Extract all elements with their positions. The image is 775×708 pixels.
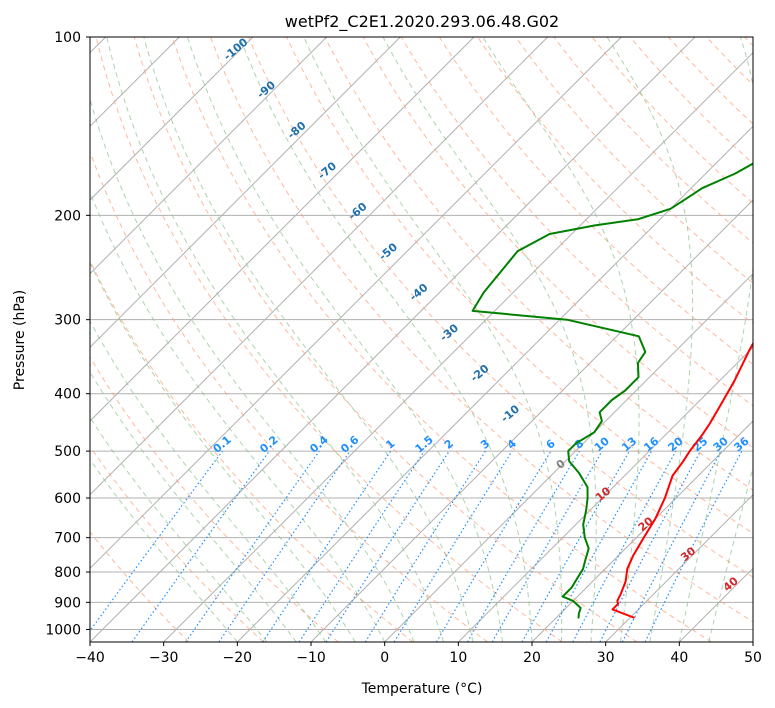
dry-adiabat-line xyxy=(90,531,190,642)
mixing-ratio-line xyxy=(521,450,631,642)
dry-adiabat-line xyxy=(95,37,563,642)
mixing-ratio-line xyxy=(298,450,425,642)
mixing-ratio-line xyxy=(393,450,513,642)
y-tick-label: 800 xyxy=(54,565,81,581)
x-tick-label: 0 xyxy=(380,650,389,666)
mixing-ratio-line xyxy=(325,450,450,642)
isotherm-line xyxy=(90,37,475,422)
dry-adiabat-line xyxy=(770,24,775,642)
moist-adiabats xyxy=(90,37,753,642)
dry-adiabat-line xyxy=(438,37,753,366)
isotherm-line xyxy=(236,125,753,642)
profile-series xyxy=(471,162,753,619)
moist-adiabat-line xyxy=(482,37,640,642)
moist-adiabat-line xyxy=(106,37,445,642)
isotherm-line xyxy=(384,272,753,642)
isotherm-line xyxy=(605,493,753,642)
y-tick-label: 700 xyxy=(54,531,81,547)
mixing-ratio-lines xyxy=(90,450,743,642)
y-tick-label: 500 xyxy=(54,444,81,460)
x-tick-label: 50 xyxy=(744,650,762,666)
isotherm-line xyxy=(531,420,753,642)
y-tick-label: 100 xyxy=(54,30,81,46)
x-tick-label: −20 xyxy=(223,650,253,666)
x-tick-label: 10 xyxy=(449,650,467,666)
dry-adiabat-line xyxy=(90,150,488,642)
isotherm-line xyxy=(752,641,753,642)
isotherm-lines xyxy=(90,37,753,642)
x-tick-label: −10 xyxy=(296,650,326,666)
moist-adiabat-line xyxy=(187,37,503,642)
mixing-ratio-line xyxy=(90,450,223,632)
plot-background xyxy=(90,37,753,642)
pressure-gridlines xyxy=(90,37,753,630)
moist-adiabat-line xyxy=(90,370,297,642)
dry-adiabat-line xyxy=(90,259,414,642)
y-tick-label: 600 xyxy=(54,491,81,507)
x-tick-label: 40 xyxy=(670,650,688,666)
isotherm-line xyxy=(457,346,753,642)
isotherm-line xyxy=(163,51,753,642)
mixing-ratio-line xyxy=(572,450,677,642)
moist-adiabat-line xyxy=(606,37,694,642)
x-axis-ticks: −40 −30 −20 −10 0 10 20 30 40 50 xyxy=(75,642,762,666)
chart-title: wetPf2_C2E1.2020.293.06.48.G02 xyxy=(285,12,559,32)
moist-adiabat-line xyxy=(90,458,238,642)
moist-adiabat-line xyxy=(303,37,563,642)
y-tick-label: 400 xyxy=(54,387,81,403)
y-tick-label: 300 xyxy=(54,313,81,329)
mixing-ratio-line xyxy=(545,450,653,642)
y-axis-ticks: 100 200 300 400 500 600 700 800 900 1000 xyxy=(45,30,90,638)
mixing-ratio-line xyxy=(218,450,351,642)
isotherm-line xyxy=(90,37,549,496)
plot-frame xyxy=(89,36,754,643)
mixing-ratio-line xyxy=(644,450,743,642)
y-axis-label: Pressure (hPa) xyxy=(12,290,28,390)
mixing-ratio-line xyxy=(185,450,320,642)
isotherm-line xyxy=(90,37,696,642)
moist-adiabat-line xyxy=(90,261,356,642)
y-tick-label: 900 xyxy=(54,595,81,611)
temperature-profile-line xyxy=(611,341,753,619)
moist-adiabat-line xyxy=(90,97,415,642)
moist-adiabat-line xyxy=(90,416,268,642)
moist-adiabat-line xyxy=(90,190,386,642)
isotherm-line xyxy=(90,37,328,275)
x-tick-label: −40 xyxy=(75,650,105,666)
moist-adiabat-line xyxy=(382,37,597,642)
mixing-ratio-line xyxy=(131,450,270,642)
dewpoint-profile-line xyxy=(471,162,753,619)
x-tick-label: 20 xyxy=(523,650,541,666)
y-tick-label: 200 xyxy=(54,208,81,224)
y-tick-label: 1000 xyxy=(45,622,81,638)
moist-adiabat-line xyxy=(239,37,533,642)
dry-adiabat-line xyxy=(90,356,339,642)
moist-adiabat-line xyxy=(143,37,474,642)
x-axis-label: Temperature (°C) xyxy=(361,681,483,697)
x-tick-label: 30 xyxy=(597,650,615,666)
isotherm-line xyxy=(90,37,401,349)
x-tick-label: −30 xyxy=(149,650,179,666)
mixing-ratio-line xyxy=(262,450,392,642)
plot-area: 0.1 0.2 0.4 0.6 1 1.5 2 3 4 6 8 10 13 16 20 25 30 36-100-… xyxy=(90,24,775,642)
isotherm-line xyxy=(90,37,622,570)
dry-adiabat-line xyxy=(133,37,638,642)
dry-adiabat-line xyxy=(286,37,753,534)
isotherm-line xyxy=(90,37,254,201)
